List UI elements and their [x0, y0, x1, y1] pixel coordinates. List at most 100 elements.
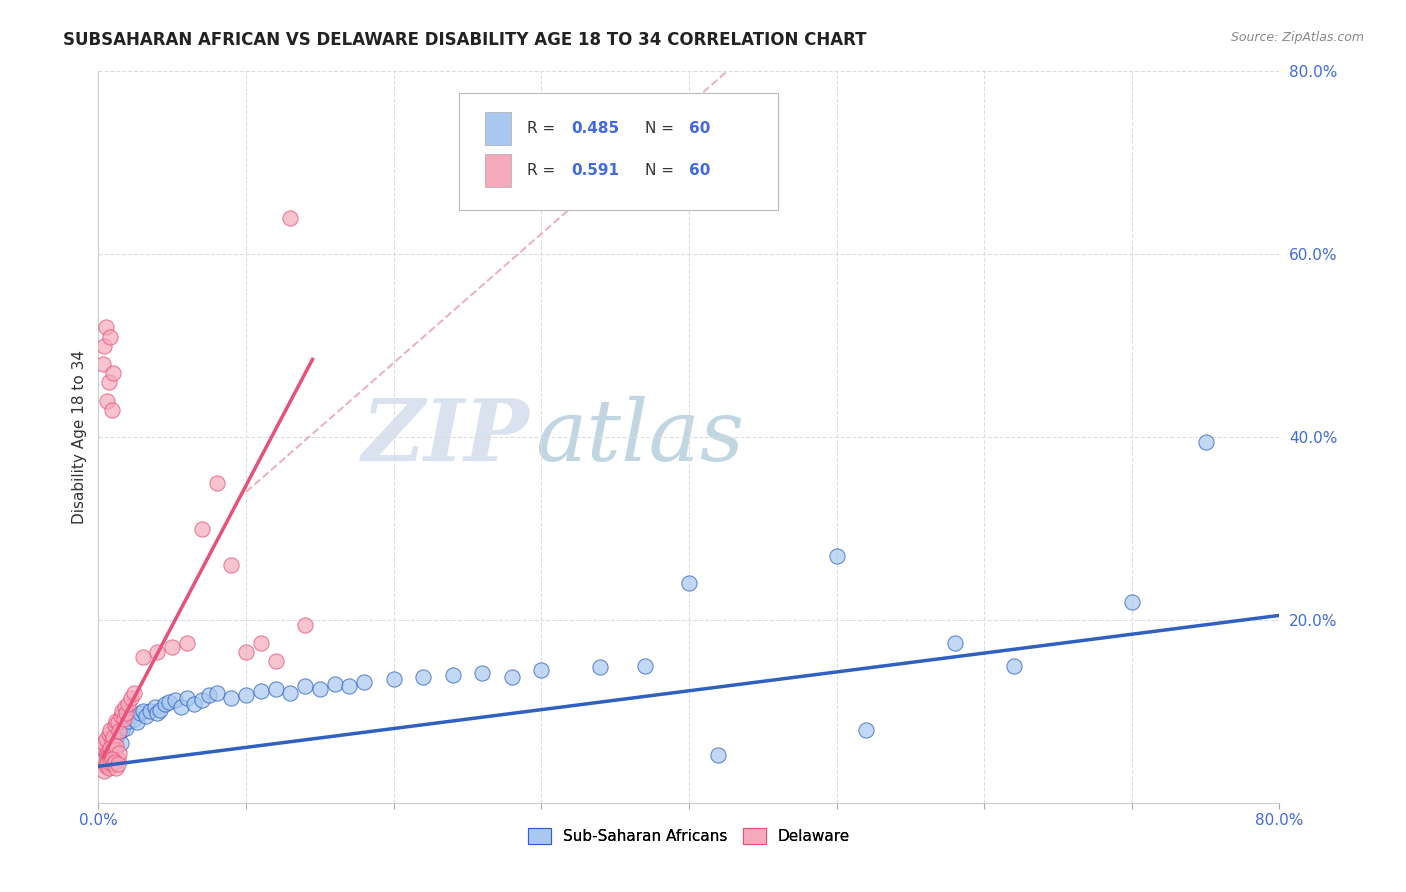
Point — [1121, 594, 1143, 608]
Point — [250, 684, 273, 698]
Point — [97, 727, 120, 741]
Point — [97, 761, 120, 775]
Point — [105, 714, 128, 728]
Legend: Sub-Saharan Africans, Delaware: Sub-Saharan Africans, Delaware — [522, 822, 856, 850]
Text: N =: N = — [645, 121, 679, 136]
Point — [94, 320, 117, 334]
Point — [93, 764, 115, 778]
Point — [589, 660, 612, 674]
Point — [103, 366, 125, 380]
Point — [104, 733, 127, 747]
Text: ZIP: ZIP — [361, 395, 530, 479]
Point — [108, 746, 131, 760]
Text: SUBSAHARAN AFRICAN VS DELAWARE DISABILITY AGE 18 TO 34 CORRELATION CHART: SUBSAHARAN AFRICAN VS DELAWARE DISABILIT… — [63, 31, 866, 49]
Point — [382, 673, 405, 687]
Point — [91, 740, 114, 755]
Text: R =: R = — [527, 121, 560, 136]
Point — [103, 748, 125, 763]
Point — [132, 705, 155, 719]
Text: Source: ZipAtlas.com: Source: ZipAtlas.com — [1230, 31, 1364, 45]
Point — [309, 681, 332, 696]
Point — [165, 693, 187, 707]
Point — [96, 757, 118, 772]
Point — [114, 715, 136, 730]
Point — [98, 329, 121, 343]
Point — [97, 375, 120, 389]
Point — [149, 702, 172, 716]
Point — [100, 752, 122, 766]
Point — [104, 718, 127, 732]
Point — [323, 677, 346, 691]
Point — [100, 402, 122, 417]
Point — [471, 665, 494, 680]
Point — [94, 759, 117, 773]
Point — [943, 636, 966, 650]
Point — [104, 755, 127, 769]
Point — [105, 730, 128, 744]
Point — [115, 721, 138, 735]
Point — [112, 718, 135, 732]
Point — [146, 645, 169, 659]
Point — [205, 475, 228, 490]
Point — [132, 649, 155, 664]
Point — [120, 690, 142, 705]
Point — [339, 679, 361, 693]
Point — [108, 724, 131, 739]
Text: 60: 60 — [689, 162, 710, 178]
Point — [105, 739, 128, 753]
Point — [96, 393, 118, 408]
Point — [235, 645, 257, 659]
Point — [634, 658, 657, 673]
Point — [107, 727, 129, 741]
Point — [191, 521, 214, 535]
Point — [678, 576, 700, 591]
Text: 60: 60 — [689, 121, 710, 136]
Point — [412, 670, 434, 684]
Text: N =: N = — [645, 162, 679, 178]
Point — [162, 640, 183, 655]
Point — [441, 667, 464, 681]
Point — [100, 736, 122, 750]
Point — [93, 338, 115, 352]
Point — [235, 688, 257, 702]
Point — [125, 715, 148, 730]
Point — [191, 693, 214, 707]
Point — [143, 699, 166, 714]
Point — [107, 752, 129, 766]
Text: R =: R = — [527, 162, 560, 178]
Point — [94, 731, 117, 746]
Point — [96, 750, 118, 764]
Point — [93, 736, 115, 750]
Point — [98, 723, 121, 737]
Point — [294, 617, 316, 632]
Point — [280, 211, 302, 225]
FancyBboxPatch shape — [485, 112, 510, 145]
Text: atlas: atlas — [536, 396, 745, 478]
Point — [205, 686, 228, 700]
Point — [250, 636, 273, 650]
Point — [105, 761, 128, 775]
Point — [198, 688, 221, 702]
Point — [103, 731, 125, 746]
Point — [221, 558, 243, 573]
Point — [128, 706, 150, 721]
Point — [115, 706, 138, 721]
Point — [170, 699, 193, 714]
Point — [117, 714, 139, 728]
Point — [103, 757, 125, 772]
Point — [104, 743, 127, 757]
Point — [530, 663, 553, 677]
Point — [94, 746, 117, 760]
Point — [110, 736, 132, 750]
Point — [100, 733, 122, 747]
Point — [135, 709, 157, 723]
Y-axis label: Disability Age 18 to 34: Disability Age 18 to 34 — [72, 350, 87, 524]
Point — [111, 705, 134, 719]
Point — [94, 755, 117, 769]
Point — [111, 723, 134, 737]
Point — [97, 740, 120, 755]
Point — [1002, 658, 1025, 673]
Point — [146, 706, 169, 721]
Point — [264, 654, 287, 668]
Point — [176, 690, 198, 705]
